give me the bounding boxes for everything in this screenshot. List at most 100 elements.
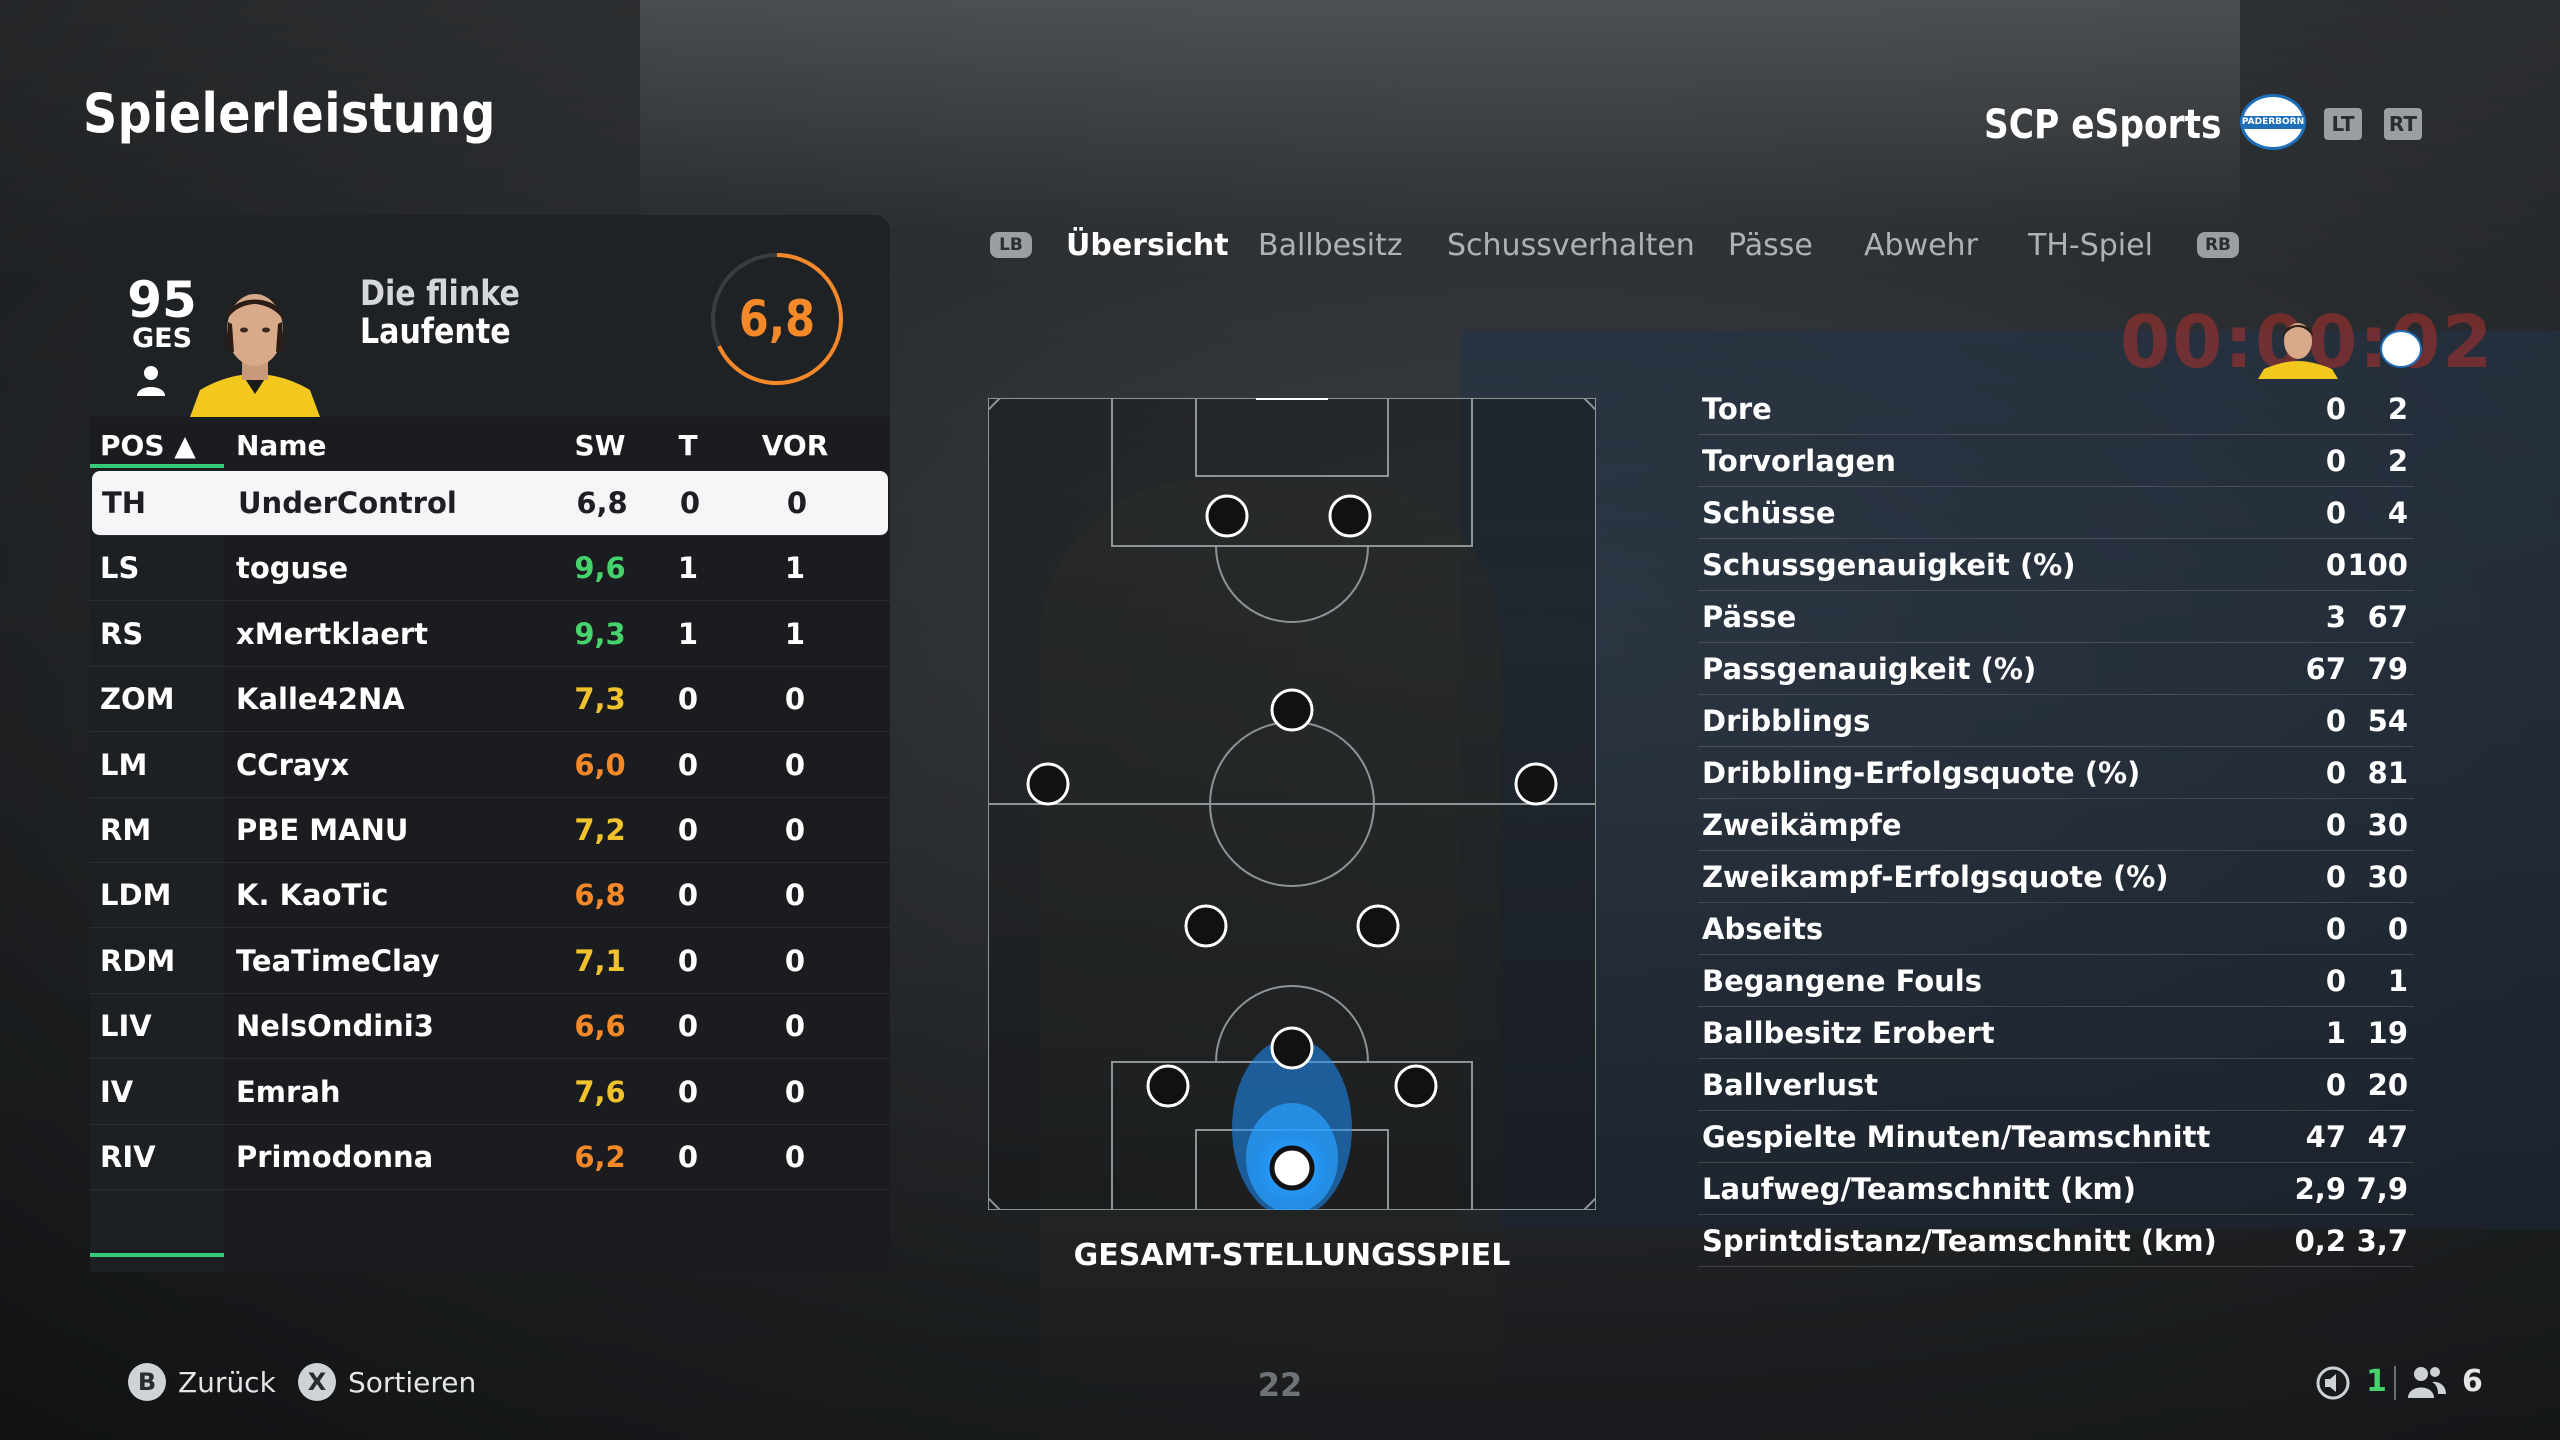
teammate-position-marker bbox=[1205, 494, 1249, 538]
stat-label: Ballbesitz Erobert bbox=[1702, 1016, 1995, 1050]
header-name[interactable]: Name bbox=[236, 429, 327, 462]
teammate-position-marker bbox=[1514, 762, 1558, 806]
rt-button-icon[interactable]: RT bbox=[2384, 108, 2422, 140]
stat-player-value: 47 bbox=[2305, 1120, 2346, 1154]
stat-label: Zweikämpfe bbox=[1702, 808, 1902, 842]
row-sw: 6,2 bbox=[574, 1140, 626, 1174]
sort-indicator bbox=[90, 464, 224, 468]
row-vor: 0 bbox=[784, 1009, 806, 1044]
stat-row: Passgenauigkeit (%) 67 79 bbox=[1698, 642, 2414, 695]
tab-ballbesitz[interactable]: Ballbesitz bbox=[1258, 228, 1403, 263]
back-button[interactable]: B Zurück bbox=[128, 1362, 276, 1402]
rb-button-icon[interactable]: RB bbox=[2197, 232, 2239, 258]
stat-player-value: 3 bbox=[2325, 600, 2346, 634]
stat-label: Sprintdistanz/Teamschnitt (km) bbox=[1702, 1224, 2217, 1258]
row-t: 1 bbox=[677, 551, 699, 586]
row-name: toguse bbox=[236, 551, 349, 586]
stat-row: Tore 0 2 bbox=[1698, 382, 2414, 435]
row-sw: 7,3 bbox=[574, 682, 626, 717]
stat-label: Ballverlust bbox=[1702, 1068, 1879, 1102]
stat-player-value: 67 bbox=[2305, 652, 2346, 686]
background-wall-blue bbox=[1460, 330, 2560, 1230]
row-name: K. KaoTic bbox=[236, 878, 389, 913]
stat-label: Begangene Fouls bbox=[1702, 964, 1982, 998]
tab-uebersicht[interactable]: Übersicht bbox=[1066, 228, 1229, 263]
pitch-label: GESAMT-STELLUNGSSPIEL bbox=[1073, 1238, 1511, 1273]
stat-row: Ballverlust 0 20 bbox=[1698, 1058, 2414, 1111]
row-sw: 6,0 bbox=[574, 747, 626, 782]
stat-label: Torvorlagen bbox=[1702, 444, 1896, 478]
table-row[interactable]: ZOM Kalle42NA 7,3 0 0 bbox=[90, 667, 890, 733]
stat-player-value: 0 bbox=[2325, 496, 2346, 530]
row-vor: 0 bbox=[786, 486, 808, 520]
teammate-position-marker bbox=[1026, 762, 1070, 806]
table-row[interactable]: RIV Primodonna 6,2 0 0 bbox=[90, 1125, 890, 1190]
stat-team-value: 7,9 bbox=[2356, 1172, 2408, 1206]
stat-label: Zweikampf-Erfolgsquote (%) bbox=[1702, 860, 2169, 894]
header-pos[interactable]: POS ▲ bbox=[100, 429, 196, 462]
header-sw[interactable]: SW bbox=[574, 429, 626, 462]
team-mini-logo bbox=[2380, 330, 2422, 368]
stat-team-value: 79 bbox=[2367, 652, 2408, 686]
row-pos: RS bbox=[100, 616, 144, 651]
teammate-position-marker bbox=[1270, 688, 1314, 732]
stat-row: Pässe 3 67 bbox=[1698, 590, 2414, 643]
lt-button-icon[interactable]: LT bbox=[2324, 108, 2362, 140]
row-name: CCrayx bbox=[236, 747, 350, 782]
stat-player-value: 0 bbox=[2325, 756, 2346, 790]
background-figure bbox=[1040, 480, 1500, 1380]
row-name: Emrah bbox=[236, 1074, 341, 1109]
table-row[interactable]: TH UnderControl 6,8 0 0 bbox=[92, 471, 888, 536]
row-pos: LIV bbox=[100, 1009, 152, 1044]
stat-team-value: 100 bbox=[2347, 548, 2408, 582]
row-t: 0 bbox=[677, 682, 699, 717]
stat-label: Pässe bbox=[1702, 600, 1797, 634]
teammate-position-marker bbox=[1394, 1064, 1438, 1108]
row-t: 0 bbox=[677, 1009, 699, 1044]
stat-team-value: 47 bbox=[2367, 1120, 2408, 1154]
table-row[interactable]: RDM TeaTimeClay 7,1 0 0 bbox=[90, 929, 890, 994]
tab-abwehr[interactable]: Abwehr bbox=[1864, 228, 1978, 263]
row-vor: 0 bbox=[784, 1074, 806, 1109]
tab-th-spiel[interactable]: TH-Spiel bbox=[2028, 228, 2153, 263]
teammate-position-marker bbox=[1270, 1026, 1314, 1070]
table-row[interactable]: LS toguse 9,6 1 1 bbox=[90, 536, 890, 602]
header-t[interactable]: T bbox=[678, 429, 698, 462]
row-vor: 0 bbox=[784, 682, 806, 717]
stat-team-value: 54 bbox=[2367, 704, 2408, 738]
tab-schussverhalten[interactable]: Schussverhalten bbox=[1447, 228, 1695, 263]
row-sw: 7,1 bbox=[574, 943, 626, 978]
stat-player-value: 0 bbox=[2325, 1068, 2346, 1102]
row-sw: 7,2 bbox=[574, 813, 626, 847]
mic-count: 1 bbox=[2366, 1364, 2387, 1399]
stat-team-value: 3,7 bbox=[2356, 1224, 2408, 1258]
row-pos: LM bbox=[100, 747, 148, 782]
sort-button[interactable]: X Sortieren bbox=[298, 1362, 476, 1402]
overall-value: 95 bbox=[127, 271, 197, 329]
table-row[interactable]: LDM K. KaoTic 6,8 0 0 bbox=[90, 863, 890, 929]
row-name: PBE MANU bbox=[236, 813, 409, 847]
lb-button-icon[interactable]: LB bbox=[990, 232, 1032, 258]
footer-divider bbox=[2394, 1366, 2396, 1400]
table-row[interactable]: LIV NelsOndini3 6,6 0 0 bbox=[90, 994, 890, 1060]
table-row[interactable]: LM CCrayx 6,0 0 0 bbox=[90, 733, 890, 798]
row-sw: 6,8 bbox=[576, 486, 628, 520]
tab-paesse[interactable]: Pässe bbox=[1728, 228, 1813, 263]
table-row[interactable]: RM PBE MANU 7,2 0 0 bbox=[90, 798, 890, 863]
row-name: Kalle42NA bbox=[236, 682, 405, 717]
stat-team-value: 30 bbox=[2367, 860, 2408, 894]
stat-player-value: 0 bbox=[2325, 392, 2346, 426]
row-t: 0 bbox=[677, 878, 699, 913]
table-row[interactable]: RS xMertklaert 9,3 1 1 bbox=[90, 602, 890, 667]
stat-team-value: 19 bbox=[2367, 1016, 2408, 1050]
page-title: Spielerleistung bbox=[83, 82, 496, 145]
row-t: 0 bbox=[677, 943, 699, 978]
table-row[interactable]: IV Emrah 7,6 0 0 bbox=[90, 1060, 890, 1125]
row-vor: 0 bbox=[784, 747, 806, 782]
row-vor: 0 bbox=[784, 1140, 806, 1174]
stat-label: Abseits bbox=[1702, 912, 1824, 946]
stat-team-value: 2 bbox=[2387, 444, 2408, 478]
stat-label: Passgenauigkeit (%) bbox=[1702, 652, 2037, 686]
teammate-position-marker bbox=[1328, 494, 1372, 538]
header-vor[interactable]: VOR bbox=[761, 429, 829, 462]
